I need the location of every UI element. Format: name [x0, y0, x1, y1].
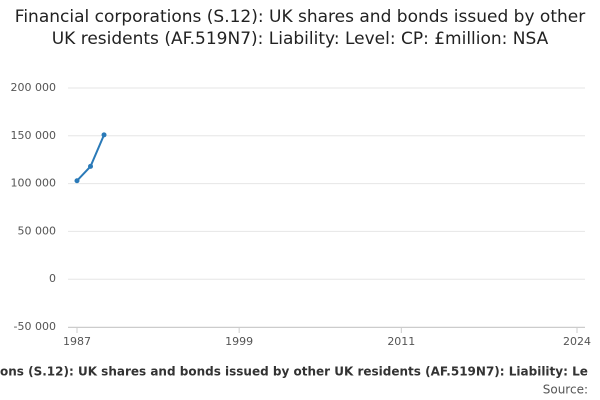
y-tick-label: 50 000 [18, 224, 57, 237]
y-tick-label: 100 000 [11, 177, 57, 190]
y-tick-label: 150 000 [11, 129, 57, 142]
source: Source: [543, 383, 588, 397]
point [101, 132, 107, 138]
x-tick-label: 2024 [563, 335, 591, 348]
x-tick-label: 2011 [387, 335, 415, 348]
x-tick-label: 1999 [225, 335, 253, 348]
line [76, 134, 105, 182]
x-tick-label: 1987 [63, 335, 91, 348]
y-tick-label: 0 [49, 272, 56, 285]
chart-title: Financial corporations (S.12): UK shares… [14, 7, 586, 49]
point [88, 163, 94, 169]
y-tick-label: -50 000 [14, 320, 56, 333]
caption: ons (S.12): UK shares and bonds issued b… [0, 365, 588, 379]
point [74, 178, 80, 184]
y-tick-label: 200 000 [11, 81, 57, 94]
